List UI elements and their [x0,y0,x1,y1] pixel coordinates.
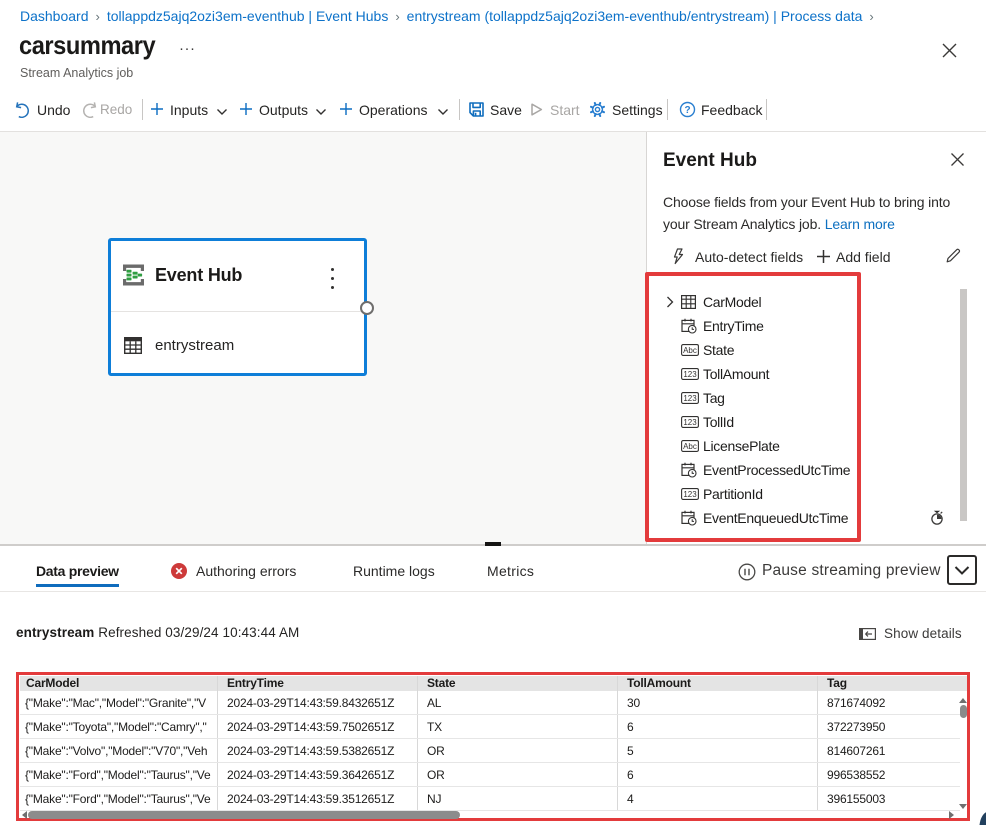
svg-text:?: ? [684,105,690,116]
svg-text:123: 123 [683,418,697,427]
svg-text:Abc: Abc [683,346,697,355]
svg-text:123: 123 [683,394,697,403]
svg-text:123: 123 [683,490,697,499]
svg-text:Abc: Abc [683,442,697,451]
svg-text:123: 123 [683,370,697,379]
